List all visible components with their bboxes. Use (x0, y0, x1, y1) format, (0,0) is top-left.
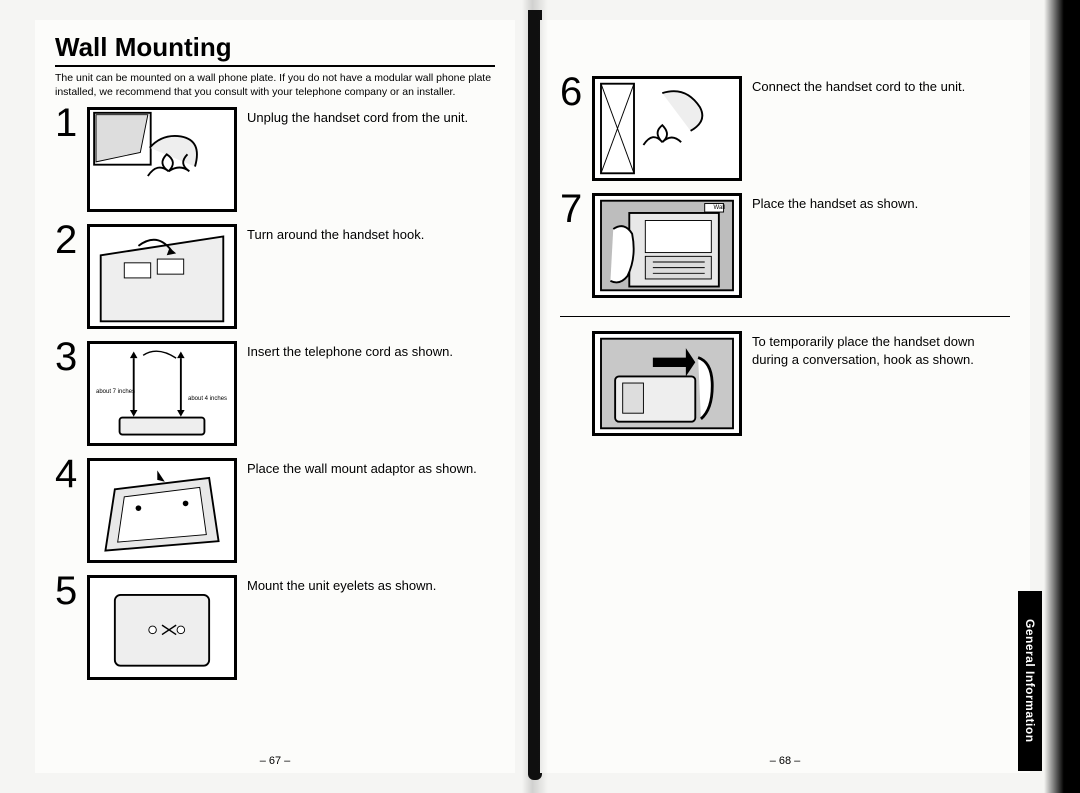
step-2: 2 Turn around the handset hook. (55, 224, 495, 329)
step-text: Connect the handset cord to the unit. (752, 76, 1010, 96)
step-extra: To temporarily place the handset down du… (560, 331, 1010, 436)
figure-note: about 4 inches (188, 396, 227, 402)
page-number-right: – 68 – (540, 755, 1030, 767)
page-title: Wall Mounting (55, 32, 495, 67)
step-3: 3 about 7 inches about 4 inches Insert t… (55, 341, 495, 446)
step-1: 1 Unplug the handset cord from the unit. (55, 107, 495, 212)
step-6: 6 Connect the handset cord to the unit. (560, 76, 1010, 181)
step-text: Place the wall mount adaptor as shown. (247, 458, 495, 478)
step-number: 7 (560, 189, 592, 229)
step-text: Unplug the handset cord from the unit. (247, 107, 495, 127)
figure-extra (592, 331, 742, 436)
step-text: Turn around the handset hook. (247, 224, 495, 244)
section-tab: General Information (1018, 591, 1042, 771)
intro-text: The unit can be mounted on a wall phone … (55, 71, 495, 99)
step-4: 4 Place the wall mount adaptor as shown. (55, 458, 495, 563)
step-5: 5 Mount the unit eyelets as shown. (55, 575, 495, 680)
divider (560, 316, 1010, 317)
figure-6 (592, 76, 742, 181)
figure-3: about 7 inches about 4 inches (87, 341, 237, 446)
figure-7: Wall (592, 193, 742, 298)
figure-4 (87, 458, 237, 563)
step-text: Mount the unit eyelets as shown. (247, 575, 495, 595)
figure-5 (87, 575, 237, 680)
step-text: Insert the telephone cord as shown. (247, 341, 495, 361)
figure-2 (87, 224, 237, 329)
step-text: Place the handset as shown. (752, 193, 1010, 213)
scan-right-edge (1044, 0, 1080, 793)
step-number: 3 (55, 337, 87, 377)
step-text: To temporarily place the handset down du… (752, 331, 1010, 368)
step-number: 4 (55, 454, 87, 494)
page-right: 6 Connect the handset cord to the unit. … (540, 20, 1030, 773)
figure-note: about 7 inches (96, 389, 135, 395)
figure-1 (87, 107, 237, 212)
figure-note: Wall (714, 205, 725, 211)
step-number: 6 (560, 72, 592, 112)
section-tab-label: General Information (1023, 619, 1037, 743)
step-number: 5 (55, 571, 87, 611)
step-7: 7 Wall Place the handset as shown. (560, 193, 1010, 298)
page-number-left: – 67 – (35, 755, 515, 767)
step-number: 1 (55, 103, 87, 143)
page-left: Wall Mounting The unit can be mounted on… (35, 20, 515, 773)
step-number: 2 (55, 220, 87, 260)
